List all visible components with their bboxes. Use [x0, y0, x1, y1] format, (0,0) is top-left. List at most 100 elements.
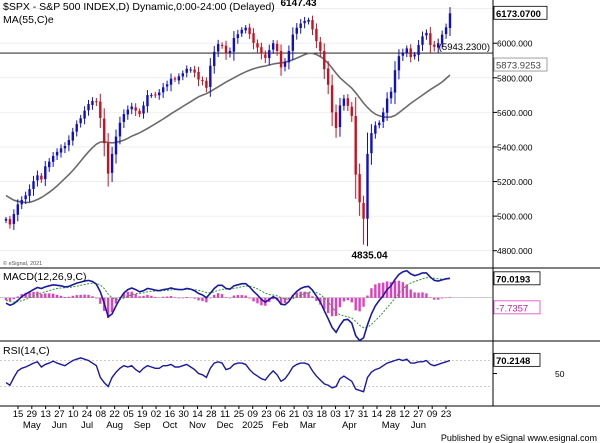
macd-hist-bar: [248, 297, 251, 299]
x-month-label: Apr: [342, 420, 357, 431]
candle-body-up: [413, 54, 416, 57]
macd-hist-bar: [374, 284, 377, 298]
candle-body-up: [209, 65, 212, 87]
macd-hist-bar: [417, 292, 420, 298]
macd-hist-bar: [158, 297, 161, 299]
macd-legend-label: MACD(12,26,9,C): [3, 271, 86, 283]
price-tick-label: 5800.000: [497, 73, 533, 83]
macd-hist-bar: [326, 297, 330, 314]
candle-body-up: [36, 175, 39, 181]
ma-last-box: [493, 57, 548, 72]
candle-body-up: [283, 61, 287, 67]
candle-body-up: [228, 51, 232, 54]
candle-body-up: [122, 114, 126, 122]
macd-hist-bar: [433, 297, 436, 300]
x-tick-label: 05: [123, 409, 134, 420]
candle-body-up: [291, 34, 295, 51]
macd-pane: 70.0193 -7.7357 MACD(12,26,9,C): [0, 268, 600, 342]
candle-body-down: [326, 68, 330, 85]
macd-hist-bar: [295, 292, 298, 298]
macd-hist-bar: [378, 283, 381, 298]
footer-text: Published by eSignal www.esignal.com: [441, 433, 597, 443]
candle-body-down: [350, 106, 353, 116]
candle-body-down: [220, 44, 224, 46]
candle-body-down: [330, 85, 334, 113]
ma-legend-label: MA(55,C)e: [3, 14, 54, 26]
candle-body-up: [158, 92, 161, 96]
macd-hist-bar: [63, 297, 67, 298]
macd-hist-bar: [134, 294, 137, 298]
candle-body-up: [189, 69, 192, 71]
candle-body-up: [71, 131, 74, 141]
rsi-main: [5, 357, 451, 393]
resistance-label: (5943.2300): [439, 42, 490, 53]
candle-body-down: [205, 80, 208, 88]
macd-hist-bar: [142, 295, 145, 298]
candle-body-down: [279, 51, 283, 68]
candle-body-up: [32, 181, 35, 189]
x-month-label: Mar: [300, 420, 316, 431]
macd-hist-bar: [59, 295, 63, 298]
macd-hist-bar: [4, 297, 8, 301]
x-tick-label: 13: [40, 409, 51, 420]
macd-hist-bar: [244, 295, 247, 298]
candle-body-up: [240, 29, 243, 34]
price-labels: 6147.43 4835.04 (5943.2300) 6173.0700 5873.9…: [280, 0, 548, 262]
macd-hist-bar: [444, 297, 448, 299]
price-tick-label: 5400.000: [497, 142, 533, 152]
candles: [4, 7, 452, 247]
candle-body-down: [248, 27, 251, 35]
candle-body-up: [299, 23, 302, 29]
candle-body-up: [268, 50, 271, 59]
macd-hist-bar: [114, 297, 118, 304]
candle-body-up: [342, 98, 346, 106]
candle-body-up: [146, 95, 149, 107]
macd-hist-bar: [197, 297, 200, 301]
macd-hist-bar: [299, 291, 302, 298]
candle-body-up: [236, 34, 240, 39]
candle-body-up: [213, 51, 216, 67]
macd-hist-bar: [228, 297, 232, 299]
x-tick-label: 28: [385, 409, 396, 420]
rsi-pane: 50 70.2148 RSI(14,C): [0, 341, 600, 407]
macd-hist-bar: [201, 297, 204, 302]
price-tick-label: 6000.000: [497, 39, 533, 49]
macd-hist-bar: [193, 297, 196, 299]
candle-body-down: [319, 41, 322, 52]
x-month-label: Jul: [81, 420, 93, 431]
macd-main: [5, 269, 451, 342]
x-tick-label: 27: [413, 409, 424, 420]
x-month-label: Sep: [134, 420, 151, 431]
x-month-label: Jun: [411, 420, 426, 431]
candle-body-up: [16, 204, 19, 215]
candle-body-down: [154, 94, 157, 96]
candle-body-up: [374, 125, 377, 134]
macd-hist-bar: [205, 297, 208, 303]
candle-body-up: [421, 36, 424, 45]
macd-hist-bar: [169, 296, 173, 298]
x-tick-label: 09: [247, 409, 258, 420]
macd-hist-bar: [315, 297, 318, 301]
x-month-label: Nov: [189, 420, 206, 431]
candle-body-up: [28, 189, 31, 196]
macd-hist-bar: [413, 292, 416, 298]
candle-body-up: [425, 32, 428, 36]
macd-hist-bar: [287, 297, 291, 300]
candle-body-up: [444, 27, 448, 35]
macd-hist-bar: [44, 293, 47, 298]
macd-hist-bar: [279, 297, 283, 304]
macd-hist-bar: [429, 297, 432, 298]
macd-hist-bar: [165, 296, 169, 298]
candle-body-up: [232, 38, 236, 52]
rsi-legend-label: RSI(14,C): [3, 345, 50, 357]
x-tick-label: 10: [68, 409, 79, 420]
macd-hist-bar: [370, 288, 373, 298]
candle-body-up: [44, 166, 47, 180]
macd-hist-bar: [405, 284, 408, 298]
candle-body-up: [378, 122, 381, 126]
macd-hist-bar: [334, 297, 338, 316]
candle-body-down: [260, 47, 263, 54]
macd-hist-bar: [256, 297, 259, 304]
candle-body-up: [114, 136, 118, 155]
footer-bar: Published by eSignal www.esignal.com: [0, 431, 600, 443]
